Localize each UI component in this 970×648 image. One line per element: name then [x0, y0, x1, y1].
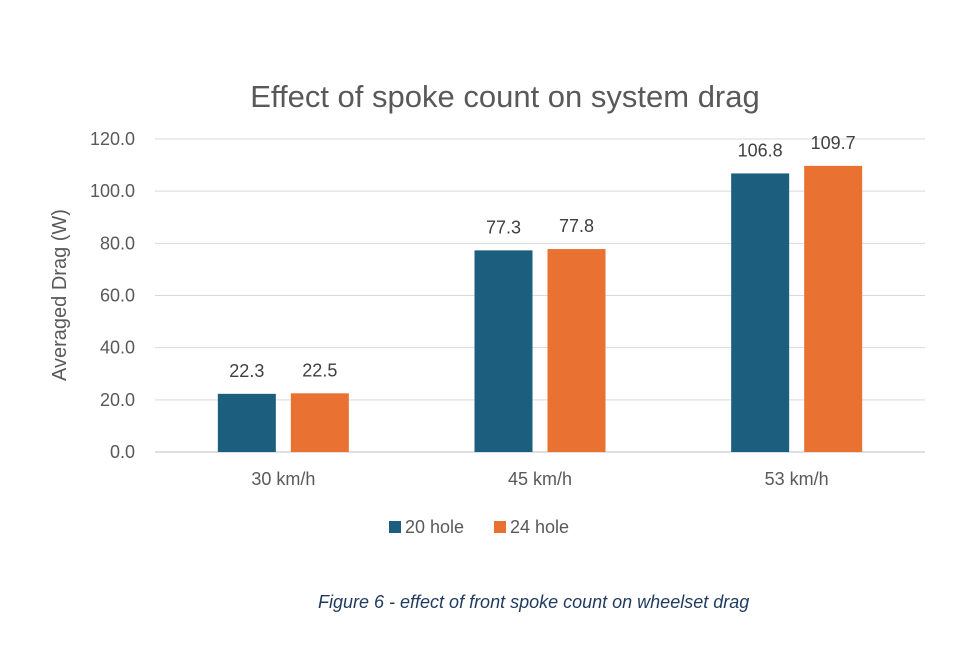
x-tick-labels: 30 km/h 45 km/h 53 km/h	[251, 469, 828, 489]
y-tick-label: 100.0	[90, 181, 135, 201]
figure-caption: Figure 6 - effect of front spoke count o…	[318, 592, 750, 612]
legend-swatch	[389, 521, 401, 533]
y-tick-label: 0.0	[110, 442, 135, 462]
y-tick-labels: 0.0 20.0 40.0 60.0 80.0 100.0 120.0	[90, 129, 135, 462]
data-label: 77.8	[559, 216, 594, 236]
bar	[290, 393, 349, 452]
data-label: 77.3	[486, 217, 521, 237]
data-label: 22.5	[302, 360, 337, 380]
legend-swatch	[494, 521, 506, 533]
legend-label: 20 hole	[405, 517, 464, 537]
y-tick-label: 80.0	[100, 233, 135, 253]
bar	[217, 393, 276, 452]
gridlines	[155, 138, 925, 453]
x-tick-label: 53 km/h	[765, 469, 829, 489]
bar	[731, 173, 790, 452]
data-label: 109.7	[811, 133, 856, 153]
data-label: 106.8	[738, 140, 783, 160]
bar	[804, 165, 863, 452]
chart-title: Effect of spoke count on system drag	[250, 79, 760, 114]
x-tick-label: 30 km/h	[251, 469, 315, 489]
legend: 20 hole 24 hole	[389, 517, 569, 537]
y-tick-label: 20.0	[100, 390, 135, 410]
y-tick-label: 60.0	[100, 286, 135, 306]
legend-label: 24 hole	[510, 517, 569, 537]
y-tick-label: 120.0	[90, 129, 135, 149]
data-labels: 22.3 22.5 77.3 77.8 106.8 109.7	[229, 133, 855, 381]
bar	[547, 249, 606, 452]
bars	[217, 165, 863, 452]
x-tick-label: 45 km/h	[508, 469, 572, 489]
bar	[474, 250, 533, 452]
y-tick-label: 40.0	[100, 338, 135, 358]
data-label: 22.3	[229, 361, 264, 381]
y-axis-label: Averaged Drag (W)	[49, 209, 71, 381]
